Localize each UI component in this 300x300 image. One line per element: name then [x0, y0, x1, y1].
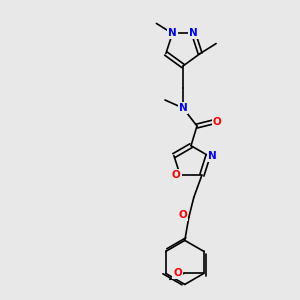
Text: O: O — [178, 210, 187, 220]
Text: O: O — [173, 268, 182, 278]
Text: N: N — [178, 103, 188, 113]
Text: O: O — [172, 170, 181, 180]
Text: O: O — [213, 117, 221, 127]
Text: N: N — [189, 28, 198, 38]
Text: N: N — [208, 151, 217, 160]
Text: N: N — [168, 28, 177, 38]
